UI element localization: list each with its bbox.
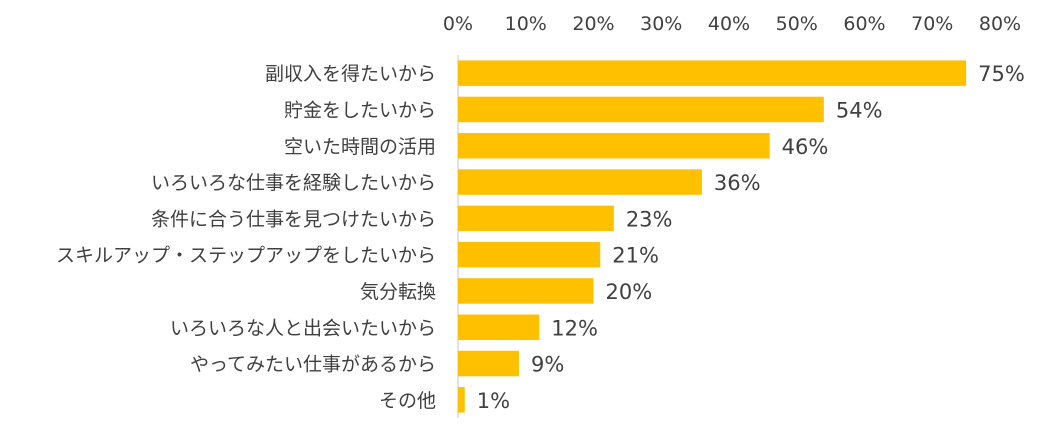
- x-tick-label: 20%: [572, 13, 614, 35]
- category-label: その他: [379, 390, 436, 412]
- category-label: 空いた時間の活用: [284, 136, 436, 158]
- data-label: 54%: [836, 98, 883, 122]
- data-label: 20%: [606, 280, 653, 304]
- category-label: 貯金をしたいから: [284, 99, 436, 121]
- category-label: いろいろな仕事を経験したいから: [151, 172, 436, 194]
- data-label: 23%: [626, 207, 673, 231]
- x-tick-label: 80%: [979, 13, 1021, 35]
- category-labels: 副収入を得たいから貯金をしたいから空いた時間の活用いろいろな仕事を経験したいから…: [56, 63, 436, 412]
- data-label: 1%: [477, 389, 510, 413]
- category-label: やってみたい仕事があるから: [190, 354, 436, 376]
- x-tick-label: 70%: [911, 13, 953, 35]
- category-label: 副収入を得たいから: [265, 63, 436, 85]
- x-tick-label: 50%: [776, 13, 818, 35]
- data-label: 75%: [978, 62, 1025, 86]
- bar: [458, 278, 594, 304]
- bar: [458, 169, 702, 195]
- bar: [458, 241, 601, 268]
- bar: [458, 60, 967, 86]
- data-label: 46%: [782, 135, 829, 159]
- bar: [458, 314, 540, 340]
- bars: [458, 60, 967, 413]
- bar: [458, 350, 519, 377]
- category-label: いろいろな人と出会いたいから: [170, 317, 436, 339]
- data-labels: 75% 54% 46% 36% 23% 21% 20% 12% 9% 1%: [477, 62, 1025, 413]
- x-tick-label: 40%: [708, 13, 750, 35]
- data-label: 12%: [551, 316, 598, 340]
- bar: [458, 96, 824, 123]
- bar: [458, 133, 770, 159]
- bar: [458, 205, 614, 232]
- x-tick-label: 30%: [640, 13, 682, 35]
- category-label: 気分転換: [360, 281, 436, 303]
- x-tick-label: 0%: [443, 13, 473, 35]
- data-label: 9%: [531, 353, 564, 377]
- data-label: 21%: [612, 244, 659, 268]
- x-tick-label: 60%: [843, 13, 885, 35]
- bar: [458, 387, 465, 413]
- x-axis-ticks: 0% 10% 20% 30% 40% 50% 60% 70% 80%: [443, 13, 1021, 35]
- category-label: 条件に合う仕事を見つけたいから: [151, 208, 436, 230]
- data-label: 36%: [714, 171, 761, 195]
- x-tick-label: 10%: [505, 13, 547, 35]
- category-label: スキルアップ・ステップアップをしたいから: [56, 245, 436, 267]
